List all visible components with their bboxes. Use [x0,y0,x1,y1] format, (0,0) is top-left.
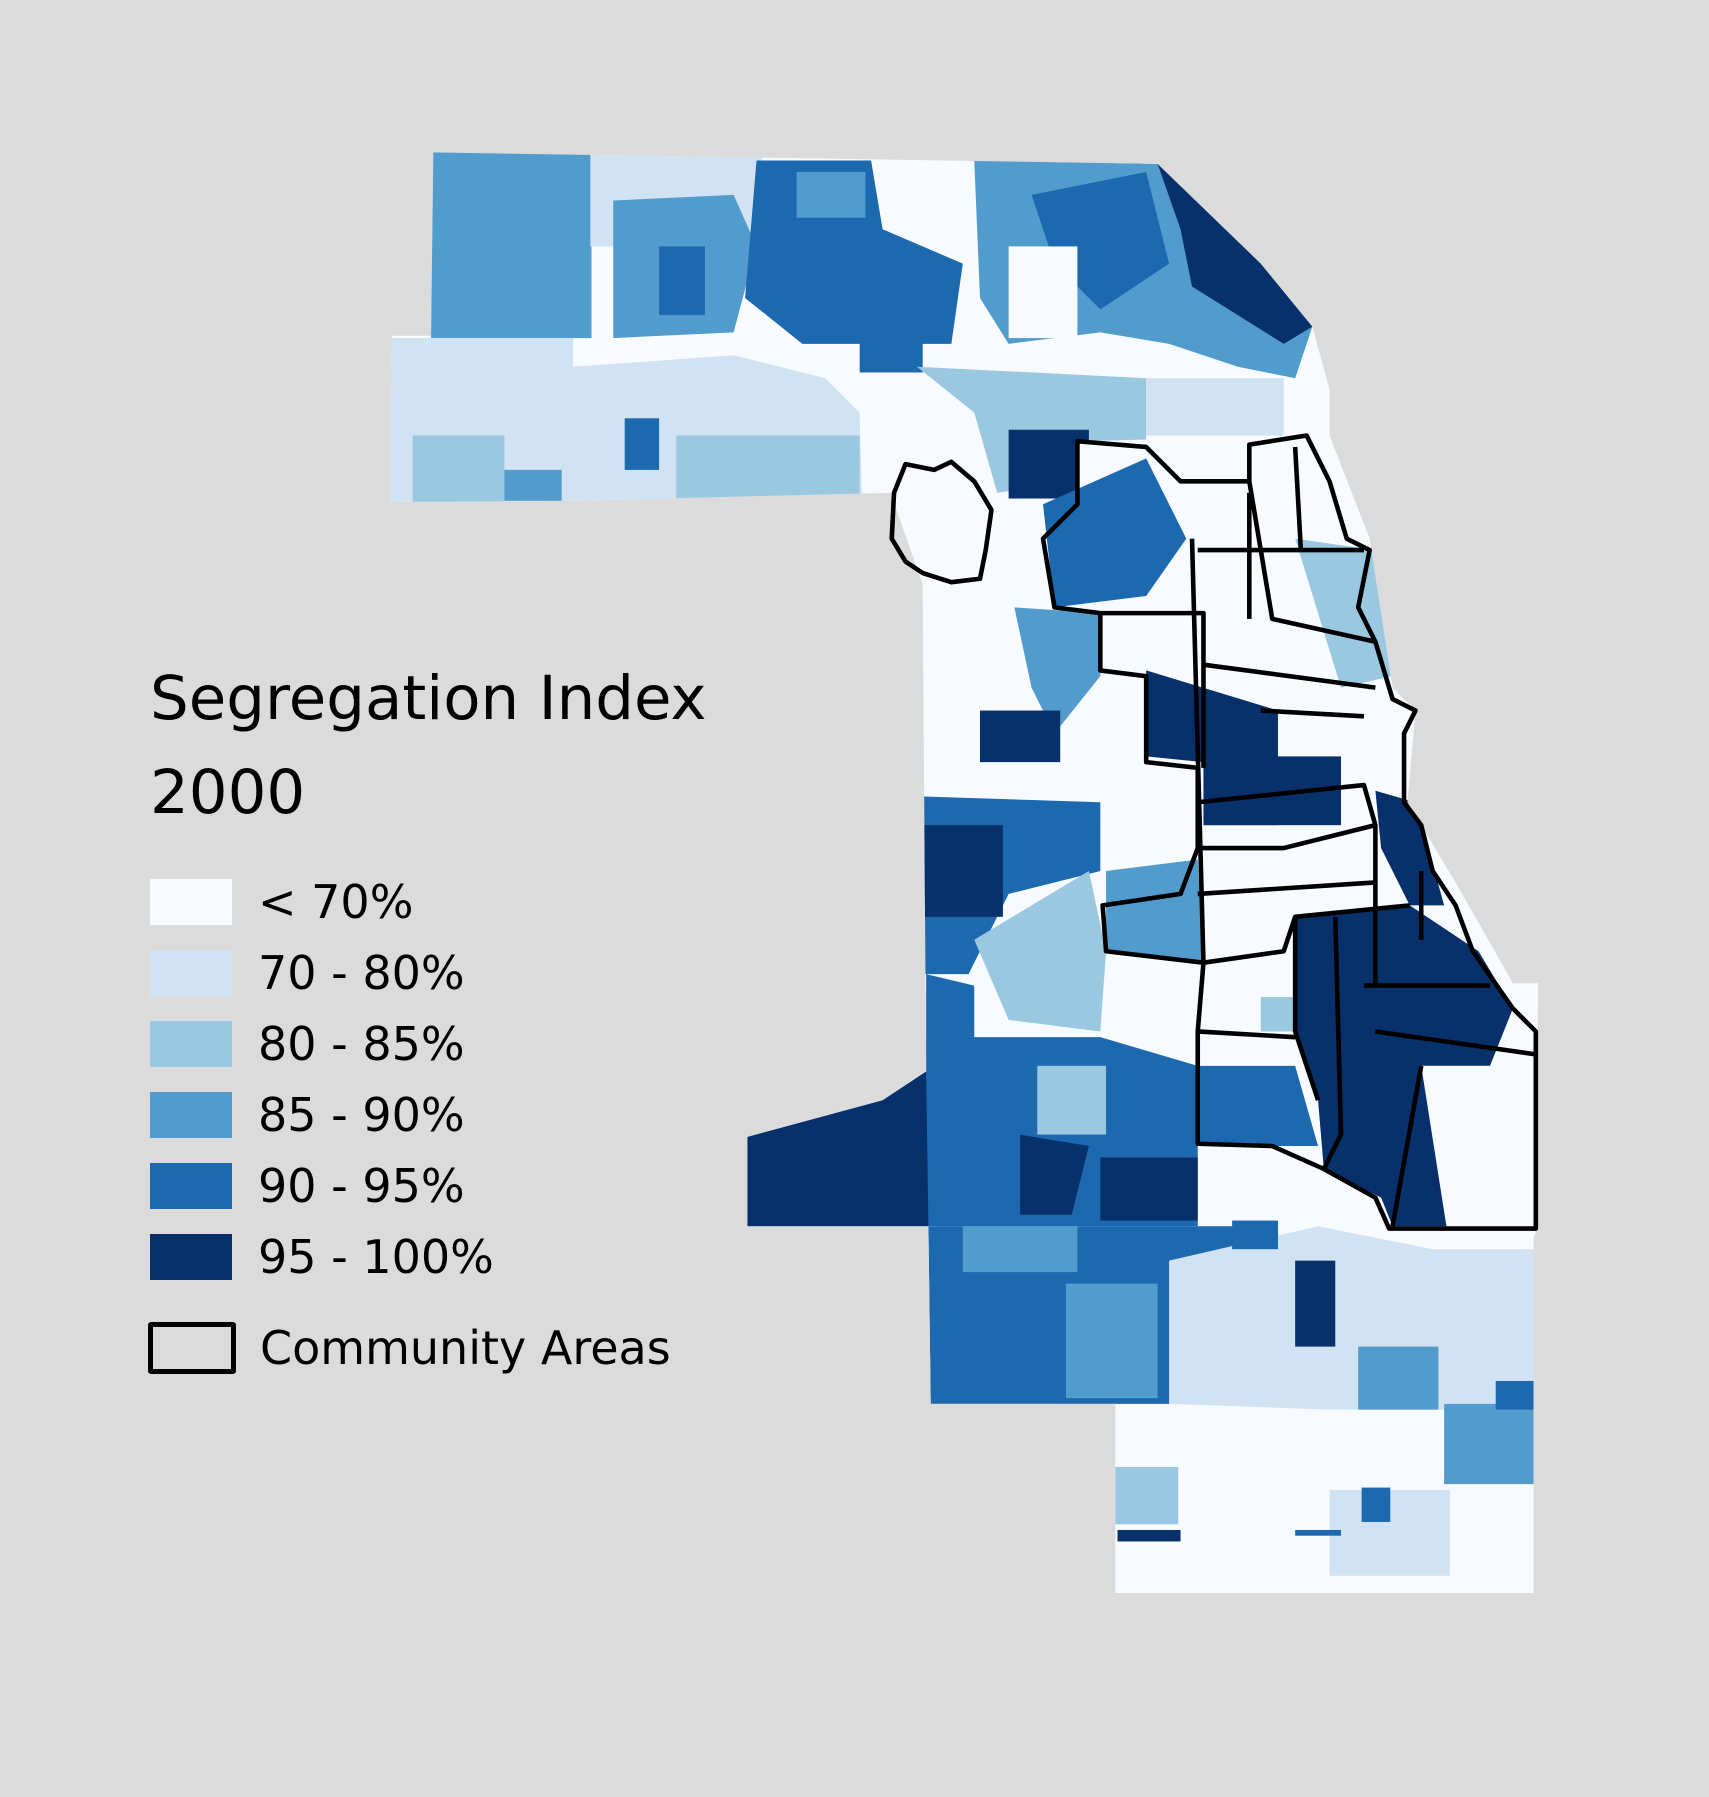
map-legend: Segregation Index 2000 < 70% 70 - 80% 80… [148,652,707,1383]
tract-class-4 [859,309,923,373]
tract-class-4 [624,418,660,470]
tract-class-4 [1361,1487,1391,1522]
legend-boundary-swatch [148,1321,236,1374]
tract-class-4 [659,246,705,316]
tract-class-1 [1146,378,1284,436]
legend-item: 90 - 95% [150,1150,707,1221]
legend-item-community-areas: Community Areas [148,1312,707,1383]
legend-item: < 70% [150,866,707,937]
tract-class-5 [1375,790,1445,906]
tract-class-5 [1295,1260,1336,1347]
tract-class-4 [1232,1220,1278,1250]
tract-class-5 [747,1071,929,1227]
legend-label: 70 - 80% [258,945,465,1000]
tract-class-3 [962,1226,1078,1273]
tract-class-0 [1421,1065,1536,1229]
legend-swatch [150,1162,232,1209]
tract-class-2 [1037,1065,1107,1135]
tract-class-5 [922,825,1003,917]
tract-class-0 [1008,246,1078,339]
legend-label: 85 - 90% [258,1087,465,1142]
tract-class-3 [1106,859,1204,963]
legend-item: 80 - 85% [150,1008,707,1079]
tract-class-2 [676,435,860,499]
legend-year: 2000 [150,757,306,828]
tract-class-3 [796,171,866,218]
tract-class-3 [1014,607,1101,734]
tract-class-4 [1197,1065,1319,1147]
tract-class-3 [1444,1403,1534,1485]
community-areas-boundaries [889,433,1539,1231]
legend-swatch [150,1233,232,1280]
legend-item: 95 - 100% [150,1221,707,1292]
tract-class-2 [974,870,1107,1032]
legend-item: 70 - 80% [150,937,707,1008]
legend-label: 95 - 100% [258,1229,494,1284]
tract-class-5 [1157,163,1313,344]
legend-swatch [150,1091,232,1138]
tract-class-5 [1100,1157,1198,1221]
legend-swatch [150,878,232,925]
tract-class-3 [1358,1346,1439,1410]
legend-item: 85 - 90% [150,1079,707,1150]
tract-class-2 [412,435,505,502]
legend-label: < 70% [258,874,414,929]
legend-label: Community Areas [260,1320,671,1375]
tract-class-2 [1115,1466,1179,1525]
legend-label: 80 - 85% [258,1016,465,1071]
tract-class-1 [1169,1226,1534,1410]
tract-class-3 [431,152,592,339]
legend-label: 90 - 95% [258,1158,465,1213]
legend-swatch [150,1020,232,1067]
tract-class-3 [504,469,562,501]
tract-class-4 [1295,1529,1341,1536]
tract-class-5 [979,710,1061,763]
tract-class-4 [1495,1380,1534,1410]
legend-title: Segregation Index [150,663,707,734]
tract-class-3 [1065,1283,1158,1399]
tract-class-2 [1295,538,1393,688]
tract-class-5 [1020,1134,1089,1215]
legend-swatch [150,949,232,996]
tract-class-2 [1260,997,1296,1032]
tract-class-5 [1117,1529,1181,1542]
